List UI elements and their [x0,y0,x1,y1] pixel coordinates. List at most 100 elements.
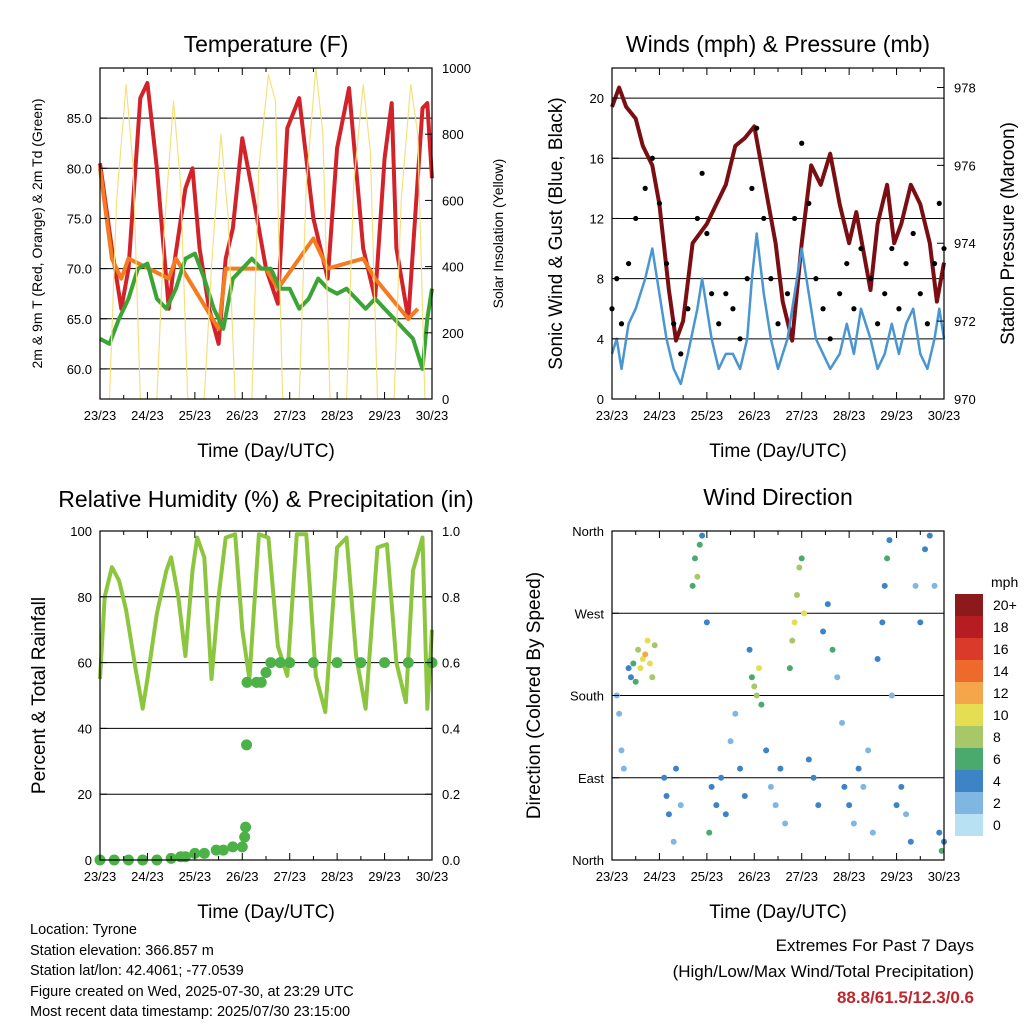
y-axis-label: Percent & Total Rainfall [29,597,50,794]
legend-swatch [955,594,983,616]
y-tick-label: 20 [78,787,92,802]
wind-point [907,838,914,845]
y-axis-label: 2m & 9m T (Red, Orange) & 2m Td (Green) [29,99,45,369]
wind-point [789,637,796,644]
data-point [716,321,722,327]
wind-point [763,747,770,754]
x-tick-label: 28/23 [833,869,866,884]
wind-point [689,582,696,589]
wind-point [696,541,703,548]
wind-point [732,710,739,717]
data-point [813,276,819,282]
y-tick-label: South [570,689,604,704]
wind-point [639,655,646,662]
wind-point [708,783,715,790]
data-point [936,200,942,207]
data-point [903,260,909,267]
wind-point [646,660,653,667]
data-point [784,291,791,297]
wind-point [718,774,725,781]
wind-point [786,665,793,672]
y2-tick-label: 800 [442,127,464,142]
y-tick-label: 8 [597,272,604,287]
wind-point [855,765,862,772]
y2-tick-label: 0.0 [442,853,460,868]
wind-point [931,582,938,589]
chart-title: Relative Humidity (%) & Precipitation (i… [58,486,473,512]
wind-point [801,610,808,617]
wind-point [860,783,867,790]
station-info: Location: Tyrone Station elevation: 366.… [30,920,354,1023]
data-point [775,321,781,327]
data-point [806,200,812,207]
y-tick-label: 0 [597,392,604,407]
legend-swatch [955,814,983,836]
y-tick-label: 4 [597,332,604,347]
wind-point [881,582,888,589]
data-point [931,260,938,267]
wind-point [642,651,649,658]
data-point [699,170,705,176]
chart-panel-1: 23/23 24/23 25/23 26/23 27/23 28/23 29/23 30/23… [546,31,1019,462]
legend-swatch [955,704,983,726]
x-tick-label: 25/23 [691,408,724,423]
wind-point [620,765,627,772]
legend-label: 6 [993,751,1001,767]
wind-point [791,619,798,626]
y-axis-label: Direction (Colored By Speed) [524,572,545,819]
legend-label: 20+ [993,597,1017,613]
y2-tick-label: 1000 [442,61,471,76]
wind-point [737,765,744,772]
wind-point [938,847,945,854]
data-point [236,841,248,853]
wind-point [703,619,710,626]
wind-point [793,591,800,598]
y-tick-label: 60 [78,656,92,671]
wind-point [677,802,684,809]
wind-point [772,802,779,809]
y2-tick-label: 0.6 [442,656,460,671]
wind-point [893,802,900,809]
x-tick-label: 23/23 [84,869,117,884]
x-tick-label: 30/23 [928,869,961,884]
x-axis-label: Time (Day/UTC) [197,902,335,923]
data-point [240,821,252,833]
wind-point [627,674,634,681]
chart-title: Wind Direction [703,484,853,510]
series-line [610,85,946,343]
extremes-title: Extremes For Past 7 Days [775,936,974,955]
legend-swatch [955,682,983,704]
y-tick-label: 0 [85,853,92,868]
wind-point [834,674,841,681]
wind-point [751,683,758,690]
data-point [241,676,253,688]
data-point [239,831,251,843]
legend-label: 16 [993,641,1009,657]
data-point [265,657,277,669]
legend-label: 10 [993,707,1009,723]
wind-point [869,829,876,836]
data-point [402,657,414,669]
data-point [882,291,888,297]
data-point [678,351,684,357]
wind-point [888,692,895,699]
wind-point [810,774,817,781]
wind-point [926,532,933,539]
y2-tick-label: 600 [442,193,464,208]
data-point [217,844,229,856]
wind-point [722,811,729,818]
data-point [851,306,857,312]
y-tick-label: East [578,771,604,786]
data-point [331,657,343,669]
station-elevation: Station elevation: 366.857 m [30,942,214,959]
data-point [875,321,881,327]
wind-point [796,564,803,571]
x-tick-label: 26/23 [226,869,259,884]
wind-point [635,646,642,653]
y-tick-label: 20 [590,91,604,106]
extremes-box: Extremes For Past 7 Days (High/Low/Max W… [673,933,974,1011]
data-point [858,245,864,252]
y-tick-label: 60.0 [67,362,92,377]
wind-point [616,710,623,717]
